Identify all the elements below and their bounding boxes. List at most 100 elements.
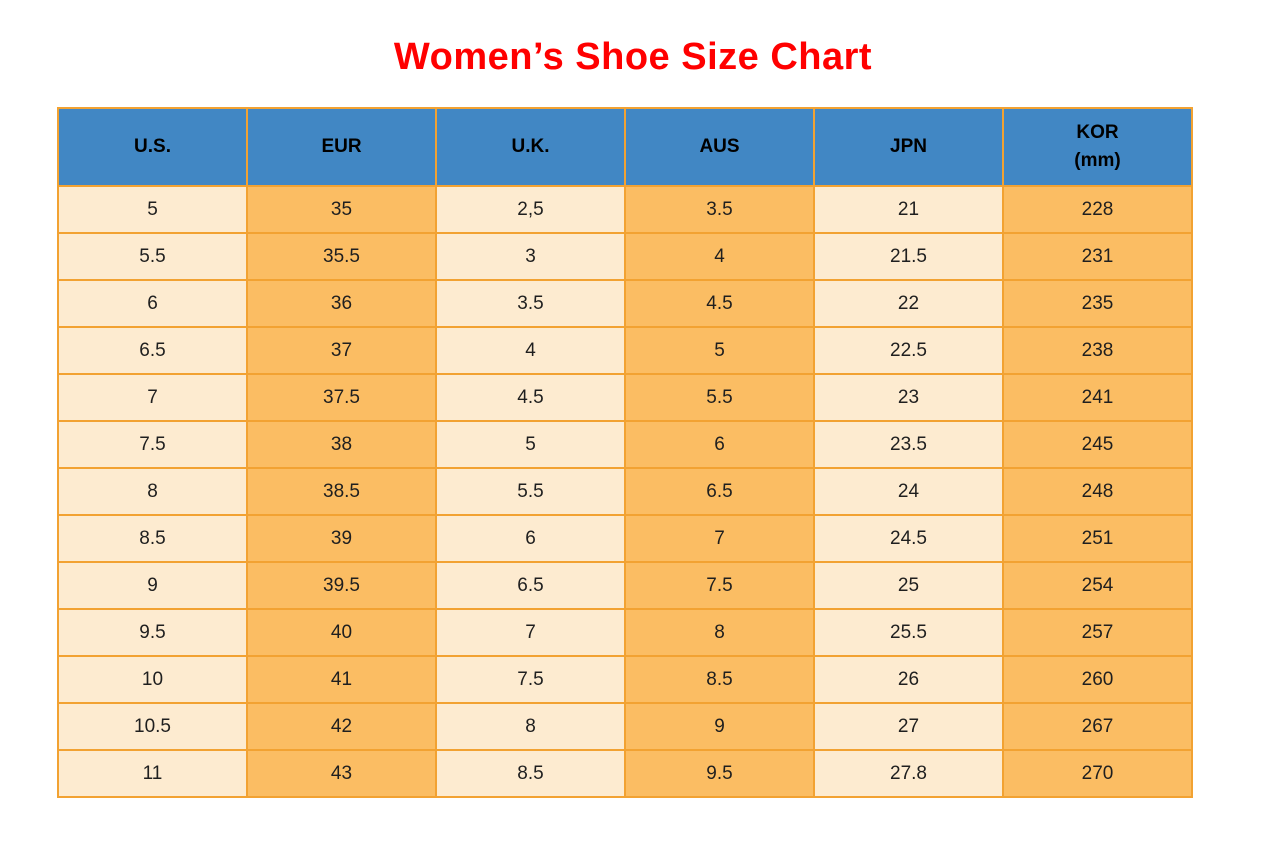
table-row: 8 38.5 5.5 6.5 24 248 bbox=[57, 467, 1193, 516]
table-cell: 8.5 bbox=[624, 655, 815, 704]
table-cell: 248 bbox=[1002, 467, 1193, 516]
table-cell: 6.5 bbox=[57, 326, 248, 375]
page-title: Women’s Shoe Size Chart bbox=[393, 36, 873, 78]
table-cell: 36 bbox=[246, 279, 437, 328]
table-cell: 3.5 bbox=[435, 279, 626, 328]
table-cell: 5.5 bbox=[57, 232, 248, 281]
table-cell: 8 bbox=[57, 467, 248, 516]
table-cell: 9.5 bbox=[57, 608, 248, 657]
table-cell: 39 bbox=[246, 514, 437, 563]
table-cell: 254 bbox=[1002, 561, 1193, 610]
table-row: 10 41 7.5 8.5 26 260 bbox=[57, 655, 1193, 704]
header-row: U.S. EUR U.K. AUS JPN KOR (mm) bbox=[57, 107, 1193, 187]
table-row: 7.5 38 5 6 23.5 245 bbox=[57, 420, 1193, 469]
table-cell: 251 bbox=[1002, 514, 1193, 563]
table-cell: 40 bbox=[246, 608, 437, 657]
table-cell: 2,5 bbox=[435, 185, 626, 234]
table-cell: 25.5 bbox=[813, 608, 1004, 657]
table-cell: 22.5 bbox=[813, 326, 1004, 375]
table-cell: 37.5 bbox=[246, 373, 437, 422]
table-cell: 10.5 bbox=[57, 702, 248, 751]
table-cell: 5 bbox=[57, 185, 248, 234]
table-cell: 7 bbox=[624, 514, 815, 563]
table-cell: 5 bbox=[624, 326, 815, 375]
table-cell: 24.5 bbox=[813, 514, 1004, 563]
table-cell: 5.5 bbox=[624, 373, 815, 422]
size-chart-container: U.S. EUR U.K. AUS JPN KOR (mm) 5 35 2,5 3.5 21 228 5… bbox=[57, 107, 1193, 798]
table-row: 9.5 40 7 8 25.5 257 bbox=[57, 608, 1193, 657]
column-header-uk: U.K. bbox=[435, 107, 626, 187]
table-cell: 3 bbox=[435, 232, 626, 281]
table-cell: 5.5 bbox=[435, 467, 626, 516]
table-cell: 23.5 bbox=[813, 420, 1004, 469]
table-header: U.S. EUR U.K. AUS JPN KOR (mm) bbox=[57, 107, 1193, 187]
table-cell: 9 bbox=[57, 561, 248, 610]
table-cell: 10 bbox=[57, 655, 248, 704]
table-cell: 8.5 bbox=[435, 749, 626, 798]
table-cell: 42 bbox=[246, 702, 437, 751]
table-row: 8.5 39 6 7 24.5 251 bbox=[57, 514, 1193, 563]
table-cell: 27.8 bbox=[813, 749, 1004, 798]
table-cell: 3.5 bbox=[624, 185, 815, 234]
column-header-eur: EUR bbox=[246, 107, 437, 187]
table-row: 5.5 35.5 3 4 21.5 231 bbox=[57, 232, 1193, 281]
table-cell: 7 bbox=[435, 608, 626, 657]
table-cell: 7.5 bbox=[57, 420, 248, 469]
table-cell: 11 bbox=[57, 749, 248, 798]
table-cell: 5 bbox=[435, 420, 626, 469]
table-cell: 9.5 bbox=[624, 749, 815, 798]
table-cell: 7.5 bbox=[624, 561, 815, 610]
table-cell: 267 bbox=[1002, 702, 1193, 751]
table-cell: 235 bbox=[1002, 279, 1193, 328]
table-cell: 39.5 bbox=[246, 561, 437, 610]
table-cell: 9 bbox=[624, 702, 815, 751]
column-header-kor: KOR (mm) bbox=[1002, 107, 1193, 187]
table-cell: 41 bbox=[246, 655, 437, 704]
table-cell: 43 bbox=[246, 749, 437, 798]
table-cell: 6 bbox=[57, 279, 248, 328]
table-row: 5 35 2,5 3.5 21 228 bbox=[57, 185, 1193, 234]
table-cell: 231 bbox=[1002, 232, 1193, 281]
table-cell: 35.5 bbox=[246, 232, 437, 281]
table-cell: 35 bbox=[246, 185, 437, 234]
table-cell: 25 bbox=[813, 561, 1004, 610]
column-header-aus: AUS bbox=[624, 107, 815, 187]
table-cell: 4 bbox=[435, 326, 626, 375]
table-cell: 4.5 bbox=[624, 279, 815, 328]
table-cell: 270 bbox=[1002, 749, 1193, 798]
table-cell: 38 bbox=[246, 420, 437, 469]
table-cell: 228 bbox=[1002, 185, 1193, 234]
table-cell: 26 bbox=[813, 655, 1004, 704]
table-cell: 21.5 bbox=[813, 232, 1004, 281]
table-cell: 22 bbox=[813, 279, 1004, 328]
table-cell: 38.5 bbox=[246, 467, 437, 516]
table-cell: 7.5 bbox=[435, 655, 626, 704]
table-row: 9 39.5 6.5 7.5 25 254 bbox=[57, 561, 1193, 610]
table-row: 10.5 42 8 9 27 267 bbox=[57, 702, 1193, 751]
table-cell: 23 bbox=[813, 373, 1004, 422]
table-cell: 6 bbox=[435, 514, 626, 563]
table-body: 5 35 2,5 3.5 21 228 5.5 35.5 3 4 21.5 231 6 36 3.5 4.5 2… bbox=[57, 185, 1193, 798]
table-cell: 8 bbox=[624, 608, 815, 657]
table-row: 6 36 3.5 4.5 22 235 bbox=[57, 279, 1193, 328]
column-header-jpn: JPN bbox=[813, 107, 1004, 187]
table-cell: 257 bbox=[1002, 608, 1193, 657]
table-row: 11 43 8.5 9.5 27.8 270 bbox=[57, 749, 1193, 798]
table-cell: 241 bbox=[1002, 373, 1193, 422]
column-header-us: U.S. bbox=[57, 107, 248, 187]
table-cell: 6 bbox=[624, 420, 815, 469]
table-cell: 238 bbox=[1002, 326, 1193, 375]
table-cell: 245 bbox=[1002, 420, 1193, 469]
table-row: 6.5 37 4 5 22.5 238 bbox=[57, 326, 1193, 375]
table-row: 7 37.5 4.5 5.5 23 241 bbox=[57, 373, 1193, 422]
size-table: U.S. EUR U.K. AUS JPN KOR (mm) 5 35 2,5 3.5 21 228 5… bbox=[57, 107, 1193, 798]
table-cell: 7 bbox=[57, 373, 248, 422]
table-cell: 8 bbox=[435, 702, 626, 751]
table-cell: 6.5 bbox=[435, 561, 626, 610]
table-cell: 260 bbox=[1002, 655, 1193, 704]
table-cell: 4 bbox=[624, 232, 815, 281]
table-cell: 27 bbox=[813, 702, 1004, 751]
table-cell: 4.5 bbox=[435, 373, 626, 422]
table-cell: 21 bbox=[813, 185, 1004, 234]
table-cell: 8.5 bbox=[57, 514, 248, 563]
